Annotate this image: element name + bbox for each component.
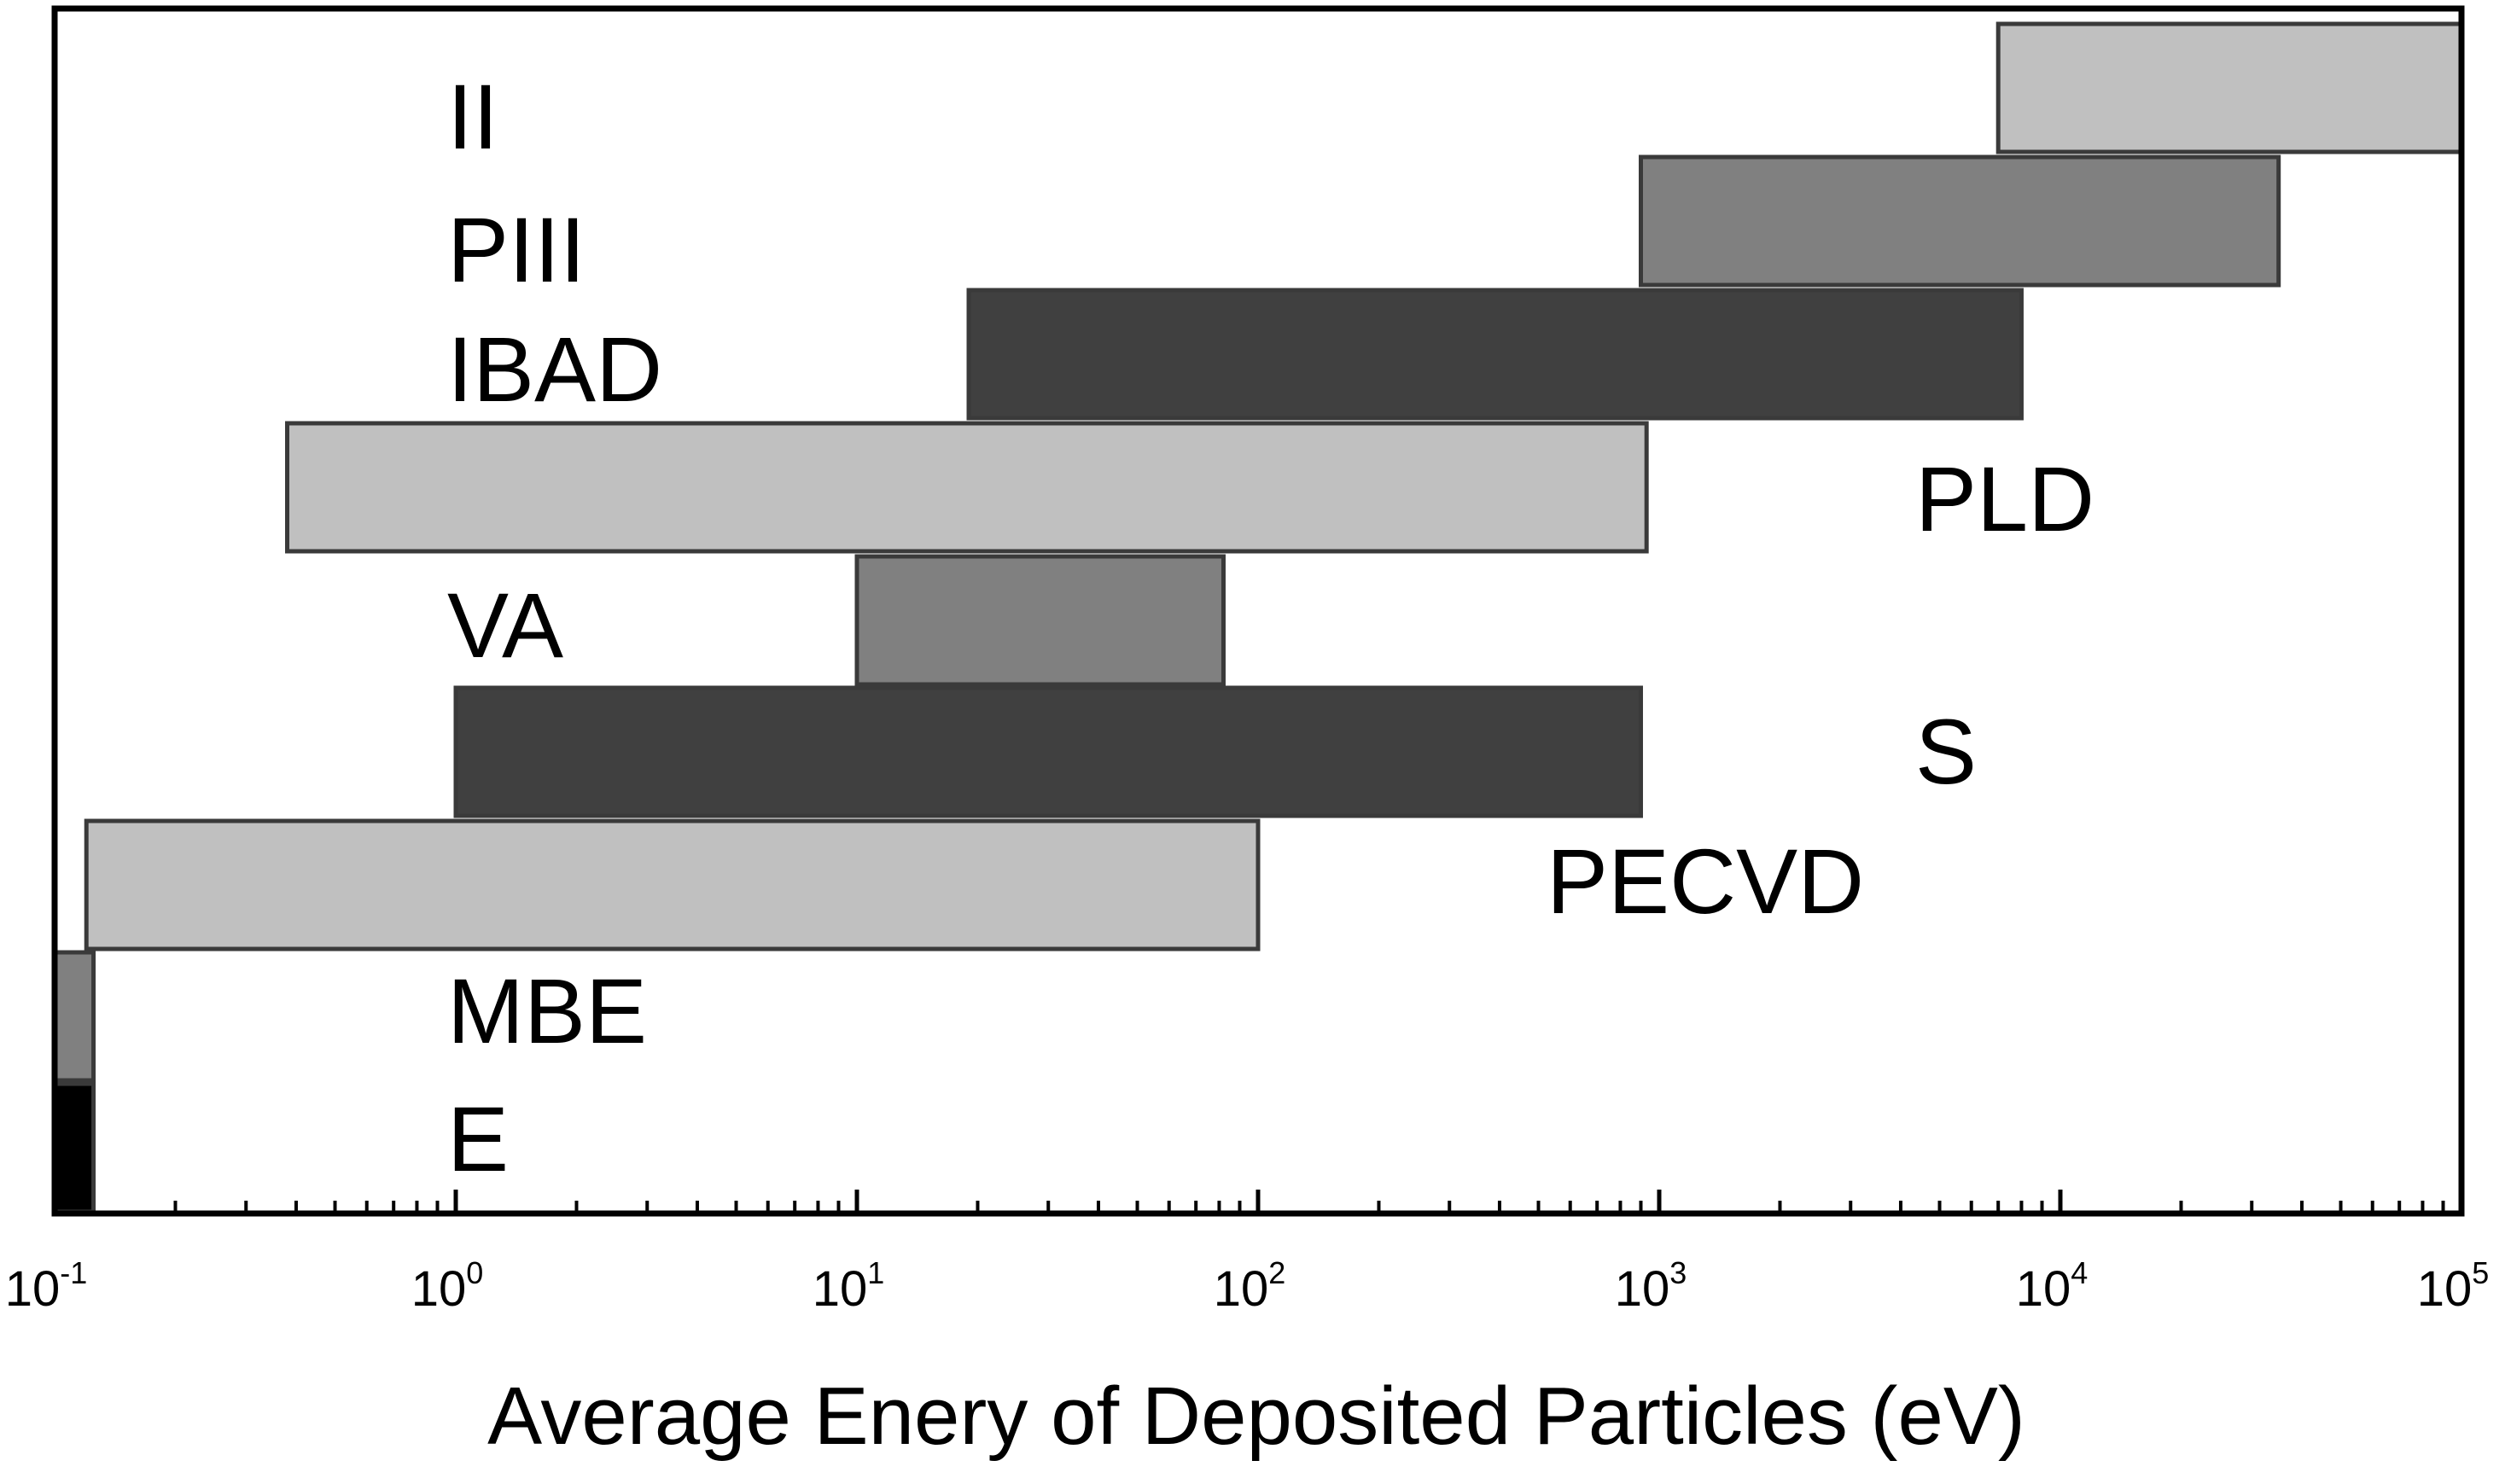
bar-pecvd	[84, 818, 1261, 952]
x-tick-label: 10-1	[5, 1255, 88, 1317]
bar-ibad	[966, 288, 2024, 421]
bar-piii	[1638, 154, 2281, 288]
bar-mbe	[52, 950, 96, 1083]
method-labels: II PIII IBAD PLD VA S PECVD MBE E	[447, 65, 2094, 1190]
tick-exponent: 0	[466, 1255, 483, 1290]
tick-exponent: 1	[867, 1255, 884, 1290]
x-tick-label: 103	[1615, 1255, 1687, 1317]
tick-base: 10	[2417, 1261, 2473, 1317]
tick-base: 10	[2016, 1261, 2071, 1317]
label-va: VA	[447, 573, 563, 677]
bar-s	[453, 685, 1643, 818]
x-tick-label: 105	[2417, 1255, 2490, 1317]
tick-base: 10	[1214, 1261, 1269, 1317]
plot-frame	[51, 5, 2465, 1217]
bar-e	[52, 1081, 96, 1214]
bar-ii	[1995, 21, 2464, 154]
tick-exponent: 5	[2472, 1255, 2489, 1290]
label-pld: PLD	[1915, 447, 2094, 550]
tick-base: 10	[1615, 1261, 1670, 1317]
x-tick-labels: 10-1 100 101 102 103 104 105	[5, 1255, 2490, 1317]
label-piii: PIII	[447, 198, 586, 301]
label-mbe: MBE	[447, 959, 647, 1062]
label-e: E	[447, 1087, 509, 1190]
tick-exponent: 2	[1268, 1255, 1285, 1290]
bar-pld	[284, 421, 1649, 554]
label-ii: II	[447, 65, 498, 168]
label-ibad: IBAD	[447, 317, 662, 421]
label-pecvd: PECVD	[1547, 829, 1864, 933]
x-tick-label: 104	[2016, 1255, 2089, 1317]
bar-va	[854, 554, 1226, 687]
label-s: S	[1915, 700, 1977, 803]
tick-base: 10	[813, 1261, 868, 1317]
tick-base: 10	[5, 1261, 61, 1317]
tick-exponent: 3	[1669, 1255, 1687, 1290]
tick-exponent: -1	[60, 1255, 87, 1290]
x-axis-title: Average Enery of Deposited Particles (eV…	[487, 1371, 2025, 1462]
x-tick-label: 100	[411, 1255, 484, 1317]
tick-exponent: 4	[2071, 1255, 2088, 1290]
tick-base: 10	[411, 1261, 467, 1317]
x-tick-label: 102	[1214, 1255, 1286, 1317]
x-tick-label: 101	[813, 1255, 885, 1317]
bars-layer	[52, 21, 2464, 1214]
